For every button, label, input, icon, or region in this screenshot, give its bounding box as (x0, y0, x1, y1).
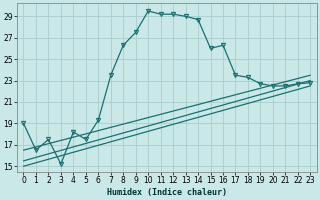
X-axis label: Humidex (Indice chaleur): Humidex (Indice chaleur) (107, 188, 227, 197)
